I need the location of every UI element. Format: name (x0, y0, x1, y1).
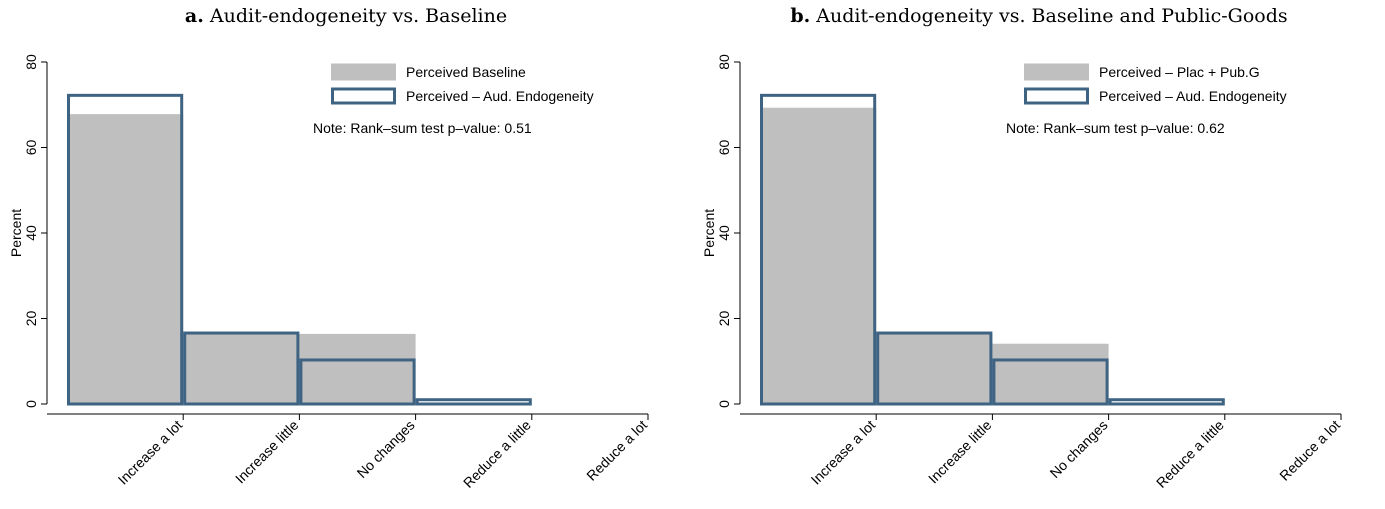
x-tick-label: Reduce a little (460, 417, 534, 491)
y-tick-label: 40 (23, 225, 39, 241)
bar-filled (299, 333, 416, 404)
legend-swatch (331, 63, 396, 81)
x-tick-label: Increase a lot (115, 417, 186, 488)
x-tick-label: Reduce a lot (1276, 417, 1343, 484)
bar-outline (992, 358, 1109, 406)
chart-title: b. Audit-endogeneity vs. Baseline and Pu… (790, 5, 1287, 27)
note-text: Note: Rank–sum test p–value: 0.51 (313, 120, 532, 136)
legend-label: Perceived – Aud. Endogeneity (406, 88, 594, 104)
y-tick-label: 60 (23, 140, 39, 156)
legend-swatch (331, 87, 396, 105)
y-tick-label: 80 (716, 54, 732, 70)
y-tick-label: 40 (716, 225, 732, 241)
y-axis-label: Percent (701, 209, 717, 257)
bar-outline (183, 331, 300, 406)
y-tick-label: 0 (716, 400, 732, 408)
y-axis-label: Percent (8, 209, 24, 257)
panel-title: Audit-endogeneity vs. Baseline and Publi… (810, 5, 1287, 27)
chart-svg: a. Audit-endogeneity vs. Baseline 0 20 40 60… (8, 5, 650, 491)
y-tick-label: 60 (716, 140, 732, 156)
bar-filled (876, 333, 993, 404)
chart-svg: b. Audit-endogeneity vs. Baseline and Pu… (701, 5, 1343, 491)
bar-filled (760, 107, 877, 405)
panel-label: a. (185, 5, 204, 27)
legend-label: Perceived – Aud. Endogeneity (1099, 88, 1287, 104)
y-tick-label: 0 (23, 400, 39, 408)
bar-outline (1108, 398, 1225, 406)
chart-title: a. Audit-endogeneity vs. Baseline (185, 5, 507, 27)
y-tick-label: 20 (23, 311, 39, 327)
x-tick-label: Increase a lot (808, 417, 879, 488)
x-tick-label: Reduce a lot (583, 417, 650, 484)
legend-label: Perceived – Plac + Pub.G (1099, 64, 1260, 80)
legend: Perceived – Plac + Pub.G Perceived – Aud.… (1024, 63, 1287, 105)
legend-swatch (1024, 87, 1089, 105)
bar-outline (876, 331, 993, 406)
bar-filled (992, 343, 1109, 404)
bar-filled (67, 114, 184, 404)
chart-panel-b: b. Audit-endogeneity vs. Baseline and Pu… (693, 0, 1385, 509)
legend-label: Perceived Baseline (406, 64, 526, 80)
legend-swatch (1024, 63, 1089, 81)
panel-title: Audit-endogeneity vs. Baseline (204, 5, 507, 27)
panel-label: b. (790, 5, 810, 27)
x-tick-label: Increase little (232, 417, 302, 487)
bar-outline (299, 358, 416, 406)
y-tick-label: 20 (716, 311, 732, 327)
bar-outline (760, 93, 877, 406)
x-tick-label: No changes (1047, 417, 1111, 481)
x-tick-label: Reduce a little (1153, 417, 1227, 491)
chart-panel-a: a. Audit-endogeneity vs. Baseline 0 20 40 60… (0, 0, 692, 509)
bar-outline (415, 398, 532, 406)
x-tick-label: No changes (354, 417, 418, 481)
bar-filled (183, 333, 300, 404)
x-tick-label: Increase little (925, 417, 995, 487)
legend: Perceived Baseline Perceived – Aud. Endog… (331, 63, 594, 105)
y-tick-label: 80 (23, 54, 39, 70)
bar-outline (67, 93, 184, 406)
note-text: Note: Rank–sum test p–value: 0.62 (1006, 120, 1225, 136)
